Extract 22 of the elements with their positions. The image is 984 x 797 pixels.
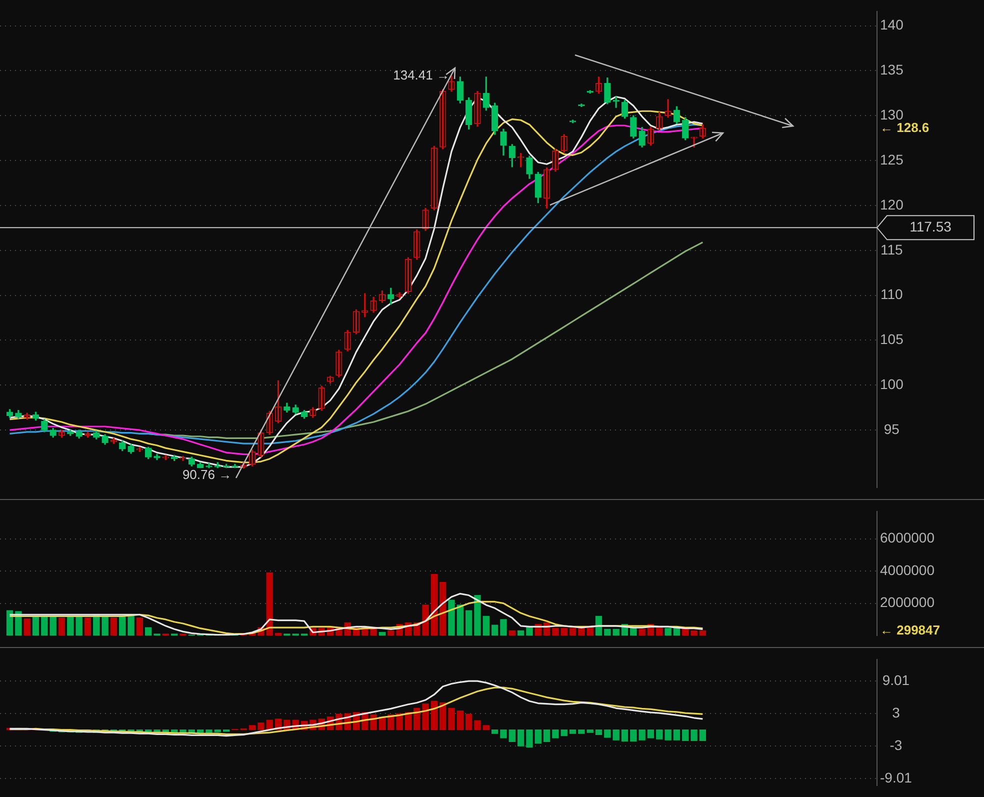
y-tick-label: 6000000 — [880, 530, 935, 546]
ref-line-label: 117.53 — [910, 218, 952, 235]
y-tick-label: 135 — [880, 62, 904, 78]
annotation: 134.41 → — [393, 68, 450, 83]
y-tick-label: 105 — [880, 331, 904, 348]
y-tick-label: 9.01 — [882, 672, 910, 688]
y-tick-label: 100 — [880, 376, 904, 392]
text: ← 128.6 — [880, 120, 930, 135]
text: ← 299847 — [880, 622, 940, 638]
y-tick-label: 95 — [884, 420, 900, 437]
y-tick-label: 2000000 — [880, 594, 935, 610]
y-tick-label: 110 — [880, 286, 904, 302]
y-tick-label: 4000000 — [880, 562, 935, 578]
y-tick-label: 140 — [880, 16, 904, 33]
y-tick-label: 115 — [880, 241, 904, 258]
y-tick-label: 120 — [880, 196, 904, 212]
y-tick-label: -3 — [890, 736, 902, 753]
annotation: 90.76 → — [182, 466, 232, 482]
y-tick-label: 130 — [880, 106, 904, 122]
y-tick-label: 125 — [880, 151, 904, 168]
y-tick-label: 3 — [892, 704, 900, 720]
y-tick-label: -9.01 — [880, 769, 912, 786]
